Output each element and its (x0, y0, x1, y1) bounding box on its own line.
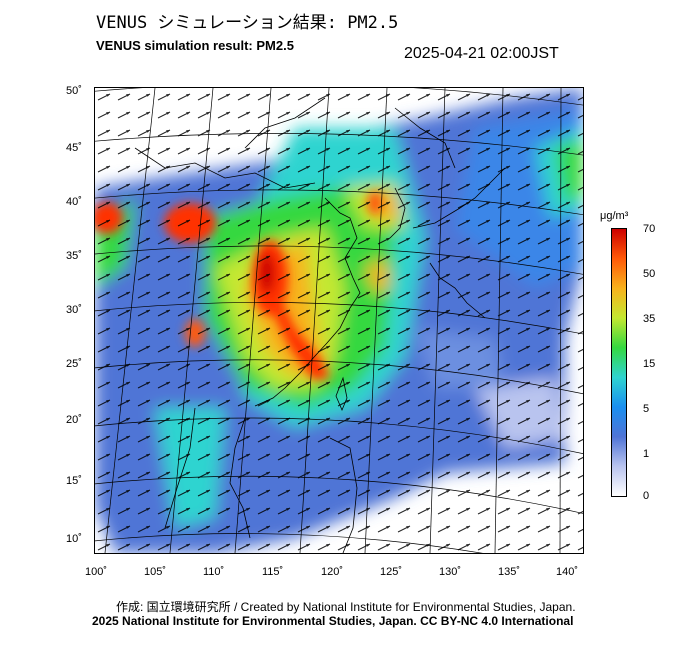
lat-label: 40˚ (66, 196, 82, 208)
lon-label: 135˚ (498, 566, 521, 578)
credit-text: 作成: 国立環境研究所 / Created by National Instit… (116, 600, 576, 614)
colorbar-tick: 1 (643, 448, 650, 460)
lon-label: 110˚ (203, 566, 225, 578)
wind-vectors (95, 88, 583, 553)
lon-label: 130˚ (439, 566, 462, 578)
lat-label: 45˚ (66, 142, 82, 154)
lon-label: 105˚ (144, 566, 167, 578)
lon-label: 140˚ (556, 566, 579, 578)
lat-label: 50˚ (66, 85, 82, 97)
copyright-text: 2025 National Institute for Environmenta… (92, 614, 574, 628)
lat-label: 15˚ (66, 475, 82, 487)
pm25-map (94, 87, 584, 554)
colorbar-unit: μg/m³ (600, 210, 629, 222)
colorbar-tick: 15 (643, 358, 656, 370)
lat-label: 35˚ (66, 250, 82, 262)
colorbar-tick: 0 (643, 490, 650, 502)
title-english: VENUS simulation result: PM2.5 (96, 38, 294, 53)
lon-label: 100˚ (85, 566, 108, 578)
colorbar-tick: 50 (643, 268, 656, 280)
colorbar-tick: 70 (643, 223, 656, 235)
lon-label: 120˚ (321, 566, 344, 578)
colorbar-gradient (611, 228, 627, 497)
lon-label: 115˚ (262, 566, 284, 578)
colorbar-tick: 35 (643, 313, 656, 325)
lon-label: 125˚ (380, 566, 403, 578)
lat-label: 30˚ (66, 304, 82, 316)
lat-label: 20˚ (66, 414, 82, 426)
colorbar-tick: 5 (643, 403, 650, 415)
map-canvas (95, 88, 583, 553)
lat-label: 25˚ (66, 358, 82, 370)
forecast-timestamp: 2025-04-21 02:00JST (404, 45, 559, 62)
lat-label: 10˚ (66, 533, 82, 545)
title-japanese: VENUS シミュレーション結果: PM2.5 (96, 13, 399, 33)
